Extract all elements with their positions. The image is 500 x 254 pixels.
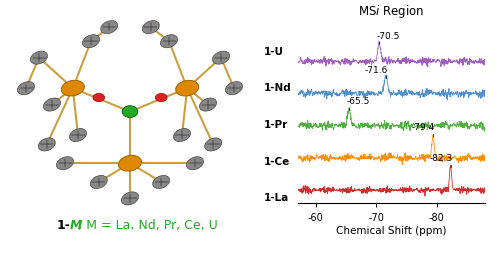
Ellipse shape xyxy=(44,99,60,112)
Text: -82.3: -82.3 xyxy=(429,153,452,163)
Ellipse shape xyxy=(212,52,230,65)
Ellipse shape xyxy=(122,192,138,205)
Text: ; M = La, Nd, Pr, Ce, U: ; M = La, Nd, Pr, Ce, U xyxy=(78,218,218,231)
Title: $^{29}$Si DEPT NMR Spectra
MS$i$ Region: $^{29}$Si DEPT NMR Spectra MS$i$ Region xyxy=(323,0,460,20)
Ellipse shape xyxy=(174,129,190,142)
Text: 1-La: 1-La xyxy=(264,193,289,203)
Ellipse shape xyxy=(56,157,74,170)
Ellipse shape xyxy=(122,106,138,118)
Text: 1-Nd: 1-Nd xyxy=(264,83,291,93)
Text: 1-U: 1-U xyxy=(264,46,284,56)
Ellipse shape xyxy=(200,99,216,112)
X-axis label: Chemical Shift (ppm): Chemical Shift (ppm) xyxy=(336,225,446,235)
Ellipse shape xyxy=(176,81,199,97)
Text: 1-Pr: 1-Pr xyxy=(264,120,288,130)
Text: M: M xyxy=(70,218,82,231)
Ellipse shape xyxy=(38,138,56,151)
Text: -70.5: -70.5 xyxy=(376,31,400,41)
Text: -65.5: -65.5 xyxy=(346,97,370,106)
Text: 1-Ce: 1-Ce xyxy=(264,156,290,166)
Ellipse shape xyxy=(204,138,222,151)
Ellipse shape xyxy=(70,129,86,142)
Ellipse shape xyxy=(82,36,100,49)
Text: 1-: 1- xyxy=(56,218,70,231)
Text: -79.4: -79.4 xyxy=(412,123,435,132)
Ellipse shape xyxy=(142,22,160,35)
Ellipse shape xyxy=(226,82,242,95)
Ellipse shape xyxy=(90,176,108,189)
Ellipse shape xyxy=(62,81,84,97)
Ellipse shape xyxy=(156,94,167,102)
Ellipse shape xyxy=(152,176,170,189)
Ellipse shape xyxy=(160,36,178,49)
Ellipse shape xyxy=(93,94,104,102)
Ellipse shape xyxy=(30,52,48,65)
Text: -71.6: -71.6 xyxy=(364,65,388,74)
Ellipse shape xyxy=(118,156,142,171)
Ellipse shape xyxy=(186,157,204,170)
Ellipse shape xyxy=(100,22,117,35)
Ellipse shape xyxy=(18,82,34,95)
